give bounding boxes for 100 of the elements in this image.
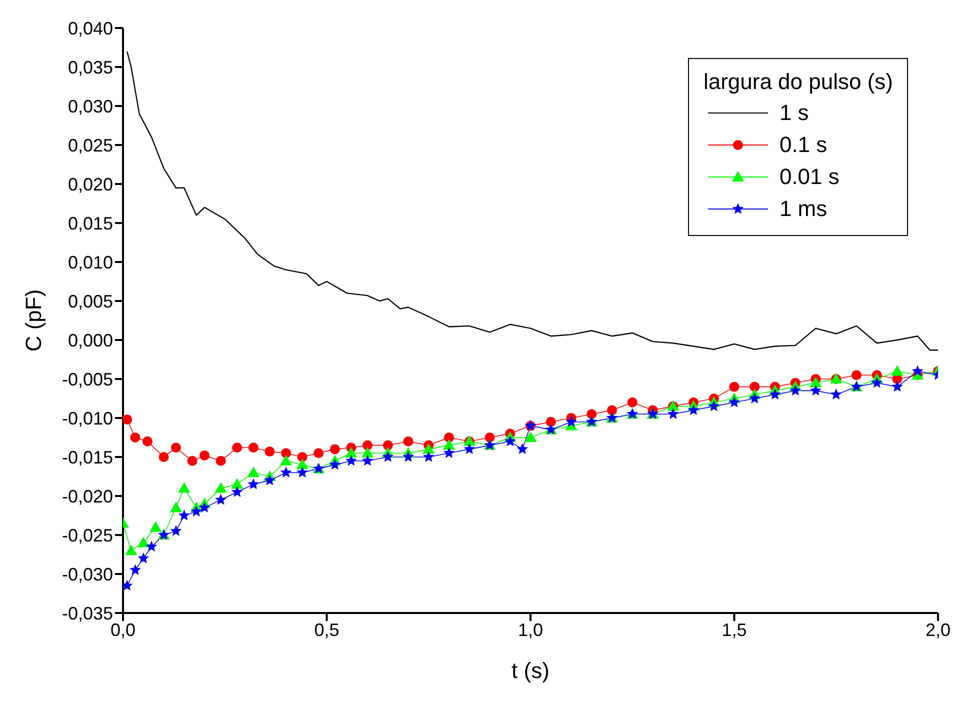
point [524,432,536,442]
point [362,447,374,458]
point [750,382,760,392]
point [586,409,597,420]
point [170,525,182,536]
point [830,388,842,400]
point [281,448,291,458]
legend-label: 1 s [779,100,809,126]
legend-title: largura do pulso (s) [703,69,893,95]
y-tick-label: 0,040 [68,18,113,38]
y-axis-title: C (pF) [20,289,46,352]
point [443,447,455,458]
point [170,502,182,512]
point [296,458,308,470]
line-series [126,50,938,351]
point [216,456,226,466]
x-tick-label: 0,5 [314,620,340,640]
y-tick-label: 0,015 [68,213,113,234]
y-tick-label: 0,000 [68,330,113,350]
point [297,452,308,462]
point [138,552,150,564]
point [729,382,740,392]
point [422,451,434,462]
point [362,440,372,450]
point [345,454,357,466]
point [146,540,158,552]
point [231,486,243,497]
y-tick-label: -0,030 [62,564,113,584]
point [444,432,454,442]
point [912,365,924,376]
y-tick-label: 0,010 [68,252,113,272]
y-tick-label: 0,020 [68,174,113,194]
point [264,474,276,486]
point [123,414,132,425]
point [178,482,190,493]
y-tick-label: -0,015 [62,447,113,468]
point [422,443,435,454]
point [607,405,617,416]
point [130,564,141,575]
point [231,478,244,489]
point [264,446,275,457]
y-tick-label: 0,030 [68,96,113,116]
point [871,376,883,388]
point [443,439,455,450]
point [178,510,190,520]
point [187,456,198,466]
x-tick-label: 0,0 [110,620,136,640]
point [504,435,516,446]
point [892,380,903,392]
point [484,432,495,442]
point [125,544,138,556]
point [248,442,258,453]
point [627,397,638,408]
y-tick-label: 0,005 [68,291,113,312]
point [150,521,162,532]
y-tick-label: -0,010 [62,408,113,428]
point [667,408,679,419]
point [810,384,822,396]
legend-label: 1 ms [779,196,828,222]
x-tick-label: 1,0 [518,620,544,640]
point [137,536,150,548]
point [200,450,210,460]
point [198,502,210,513]
legend-label: 0.01 s [779,164,840,190]
point [215,494,227,505]
point [170,442,181,453]
point [248,478,260,490]
point [403,436,414,446]
point [708,400,720,412]
point [142,436,152,446]
y-tick-label: 0,035 [68,57,113,78]
point [329,458,341,470]
point [382,440,393,450]
point [891,365,904,376]
point [402,451,414,462]
point [382,451,394,462]
point [158,452,169,462]
y-tick-label: -0,005 [62,369,113,390]
y-tick-label: -0,020 [62,486,113,506]
point [852,370,862,380]
point [280,454,292,466]
x-tick-label: 2,0 [925,620,951,640]
point [330,444,340,454]
y-tick-label: 0,025 [68,135,113,156]
y-tick-label: -0,035 [62,603,113,624]
point [810,376,822,388]
point [190,506,202,516]
point [728,396,740,408]
legend-label: 0.1 s [779,132,828,158]
point [748,392,760,404]
point [345,447,358,458]
point [247,466,260,478]
point [790,384,802,396]
point [464,443,476,454]
point [214,482,227,493]
point [296,466,308,478]
point [516,443,528,454]
point [314,448,324,458]
point [130,432,140,442]
x-axis-title: t (s) [512,658,550,683]
